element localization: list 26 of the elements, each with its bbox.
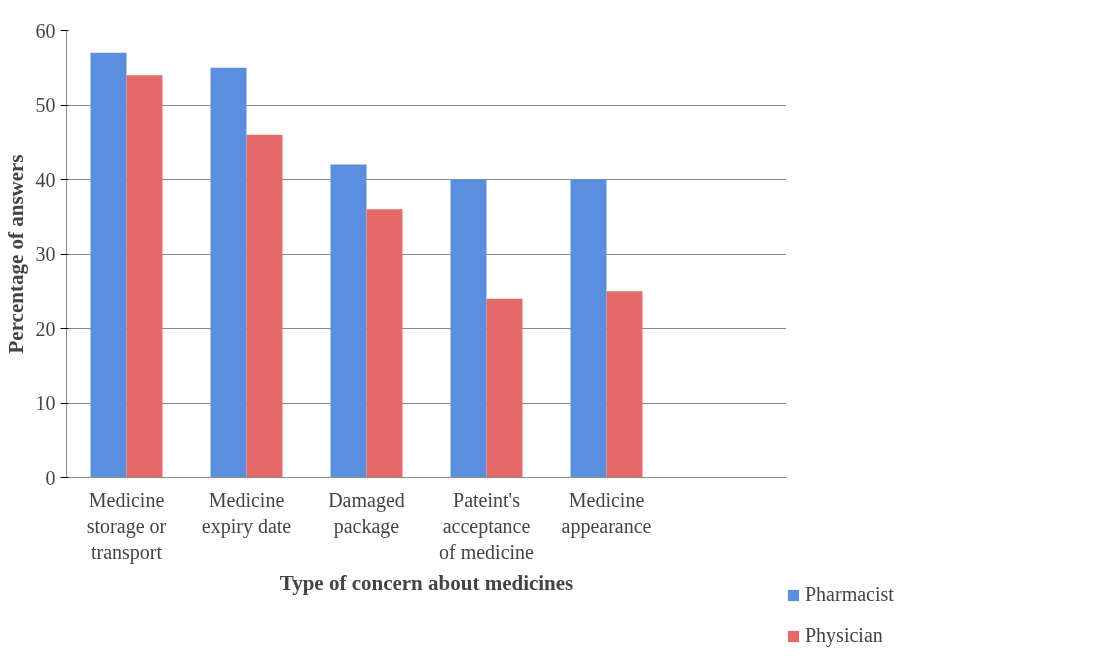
legend-label: Physician	[805, 624, 883, 647]
bar	[210, 67, 247, 478]
y-tick-label: 60	[35, 19, 56, 42]
bar	[90, 52, 127, 478]
x-tick-label: Pateint's acceptance of medicine	[439, 488, 535, 564]
bar	[486, 298, 523, 478]
bar	[450, 179, 487, 478]
y-tick-label: 20	[35, 317, 56, 340]
y-tick-label: 0	[45, 466, 56, 489]
y-tick-label: 10	[35, 392, 56, 414]
bar	[606, 291, 643, 478]
x-tick-label: Damaged package	[328, 488, 405, 538]
bar	[246, 134, 283, 478]
y-tick-label: 30	[35, 243, 56, 265]
x-tick-label: Medicine storage or transport	[86, 488, 167, 565]
y-tick-label: 50	[35, 94, 56, 116]
bar	[366, 209, 403, 478]
bar	[330, 164, 367, 478]
x-tick-label: Medicine expiry date	[201, 488, 292, 538]
bar	[570, 179, 607, 478]
y-axis-title: Percentage of answers	[3, 154, 28, 354]
legend-label: Pharmacist	[805, 583, 894, 606]
bar	[126, 75, 163, 478]
y-tick-label: 40	[35, 168, 56, 191]
x-axis-title: Type of concern about medicines	[279, 571, 574, 596]
x-tick-label: Medicine appearance	[561, 488, 652, 538]
